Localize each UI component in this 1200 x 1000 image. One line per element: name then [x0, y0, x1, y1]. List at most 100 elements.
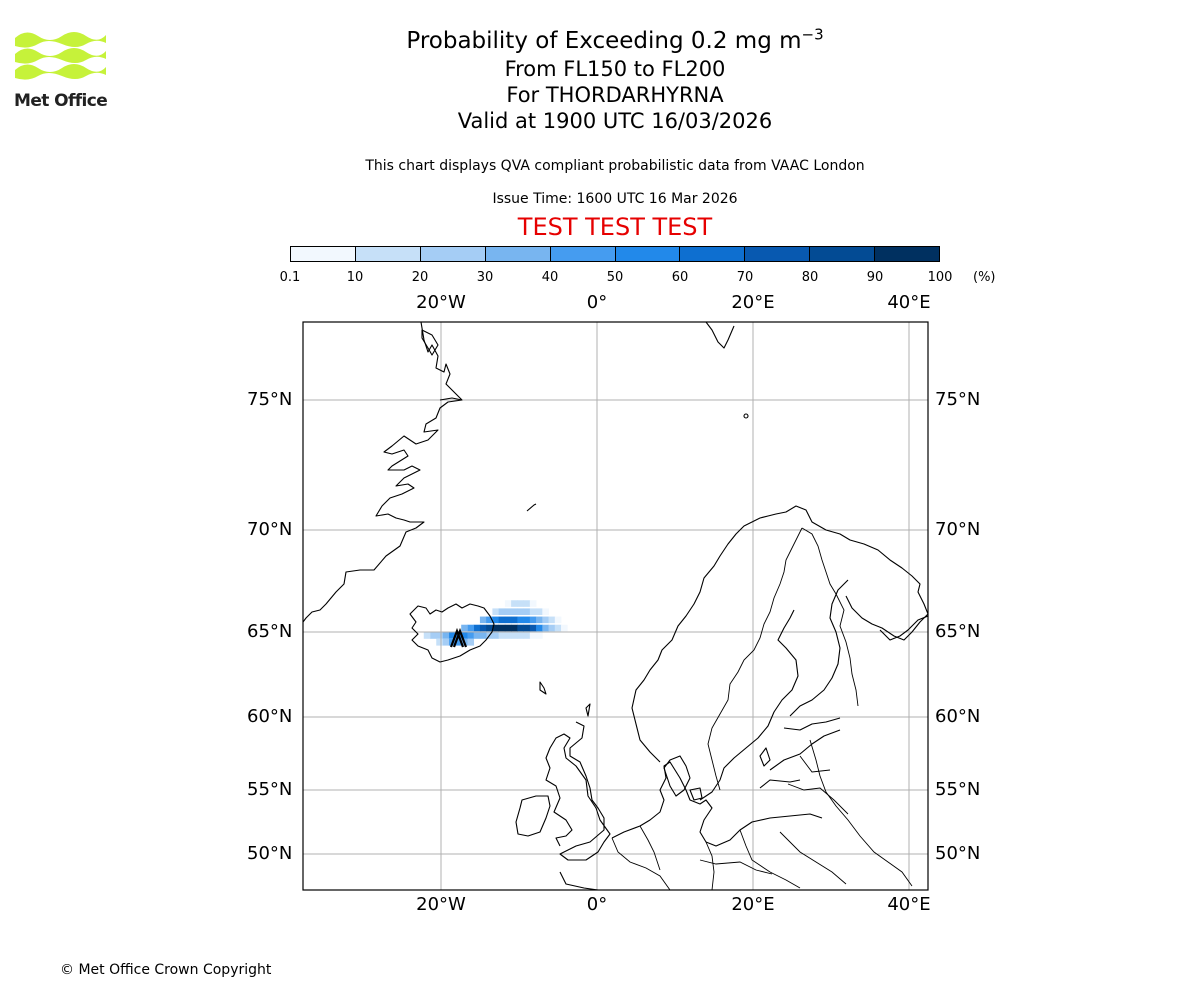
lon-label-top: 20°W	[416, 292, 466, 313]
lat-label-right: 65°N	[935, 621, 981, 642]
baltic-coast	[759, 717, 841, 789]
lat-label-left: 60°N	[247, 706, 293, 727]
colorbar-tick-label: 70	[736, 270, 754, 285]
plume-cell	[523, 632, 531, 639]
colorbar	[290, 246, 940, 262]
colorbar-segment-4	[550, 247, 616, 261]
greenland-coast	[303, 322, 463, 623]
plume-cell	[542, 624, 549, 632]
colorbar-tick-label: 20	[411, 270, 429, 285]
lat-label-right: 55°N	[935, 779, 981, 800]
plume-cell	[511, 616, 518, 624]
plume-cell	[504, 632, 512, 639]
colorbar-segment-9	[875, 247, 940, 261]
plume-cell	[511, 632, 518, 639]
plume-cell	[436, 632, 443, 639]
plume-cell	[523, 624, 531, 632]
volcano-marker	[449, 627, 468, 648]
plume-cell	[517, 608, 524, 615]
plume-cell	[498, 608, 506, 615]
met-office-wave-icon	[15, 32, 106, 80]
plume-cell	[442, 632, 450, 639]
plume-cell	[529, 632, 537, 639]
colorbar-tick-label: 90	[866, 270, 884, 285]
greenland-fjord	[439, 397, 463, 401]
eastern-borders	[819, 775, 913, 887]
plume-cell	[479, 624, 487, 632]
plume-cell	[517, 624, 524, 632]
plume-cell	[504, 600, 512, 607]
plume-cell	[529, 608, 537, 615]
colorbar-segment-8	[810, 247, 876, 261]
scandinavia-coast	[631, 505, 928, 763]
colorbar-segment-2	[420, 247, 486, 261]
title-text: Probability of Exceeding 0.2 mg m	[406, 28, 802, 54]
greenland-peninsula	[421, 329, 439, 356]
volcano-name: For THORDARHYRNA	[506, 83, 724, 107]
coastlines	[303, 322, 928, 890]
plume-cell	[523, 608, 531, 615]
plume-cell	[467, 624, 475, 632]
plume-cell	[461, 624, 468, 632]
plume-cell	[511, 608, 518, 615]
plume-cell	[536, 624, 543, 632]
plume-cell	[492, 608, 499, 615]
plume-cell	[529, 600, 537, 607]
plume-cell	[529, 616, 537, 624]
lon-label-top: 0°	[586, 292, 608, 313]
chart-title-block: Probability of Exceeding 0.2 mg m−3 From…	[300, 26, 930, 134]
finland-russia-border	[835, 593, 859, 707]
sweden-coast	[699, 609, 799, 801]
shetland	[585, 703, 591, 717]
lon-label-bottom: 0°	[586, 894, 608, 915]
plume-cell	[561, 624, 568, 632]
kola-coast	[879, 615, 928, 641]
issue-time: Issue Time: 1600 UTC 16 Mar 2026	[492, 191, 738, 207]
country-borders	[611, 527, 913, 890]
lat-label-left: 50°N	[247, 843, 293, 864]
plume-cell	[442, 639, 450, 646]
benelux-borders	[611, 825, 671, 890]
lon-label-bottom: 40°E	[887, 894, 931, 915]
great-britain	[545, 721, 611, 861]
faroe-islands	[539, 681, 547, 695]
plume-cell	[467, 639, 475, 646]
ash-probability-plume	[423, 600, 568, 646]
plume-cell	[554, 616, 562, 624]
plume-cell	[498, 624, 506, 632]
plume-cell	[536, 632, 543, 639]
ireland	[515, 795, 551, 837]
iceland-coast	[409, 603, 495, 663]
lat-label-right: 75°N	[935, 389, 981, 410]
colorbar-tick-label: 10	[346, 270, 364, 285]
colorbar-segment-7	[745, 247, 811, 261]
plume-cell	[504, 608, 512, 615]
plume-cell	[498, 616, 506, 624]
continental-coast	[559, 761, 823, 890]
met-office-logo-text: Met Office	[14, 91, 108, 111]
lat-label-left: 75°N	[247, 389, 293, 410]
finland-coast	[789, 579, 849, 717]
svalbard	[705, 322, 735, 349]
plume-cell	[473, 624, 481, 632]
colorbar-tick-label: 100	[927, 270, 953, 285]
norway-sweden-border	[707, 527, 803, 791]
plume-cell	[467, 632, 475, 639]
plume-cell	[511, 624, 518, 632]
plume-cell	[498, 632, 506, 639]
plume-cell	[473, 632, 481, 639]
plume-cell	[542, 616, 549, 624]
valid-time: Valid at 1900 UTC 16/03/2026	[457, 109, 773, 133]
plume-cell	[511, 600, 518, 607]
plume-cell	[523, 600, 531, 607]
sweden-finland-border	[801, 527, 837, 595]
lat-label-left: 65°N	[247, 621, 293, 642]
plume-cell	[548, 624, 556, 632]
plume-cell	[492, 616, 499, 624]
plume-cell	[517, 600, 524, 607]
lon-label-bottom: 20°E	[731, 894, 775, 915]
colorbar-tick-label: 40	[541, 270, 559, 285]
colorbar-segment-5	[615, 247, 681, 261]
colorbar-tick-label: 0.1	[279, 270, 301, 285]
plume-cell	[479, 616, 487, 624]
